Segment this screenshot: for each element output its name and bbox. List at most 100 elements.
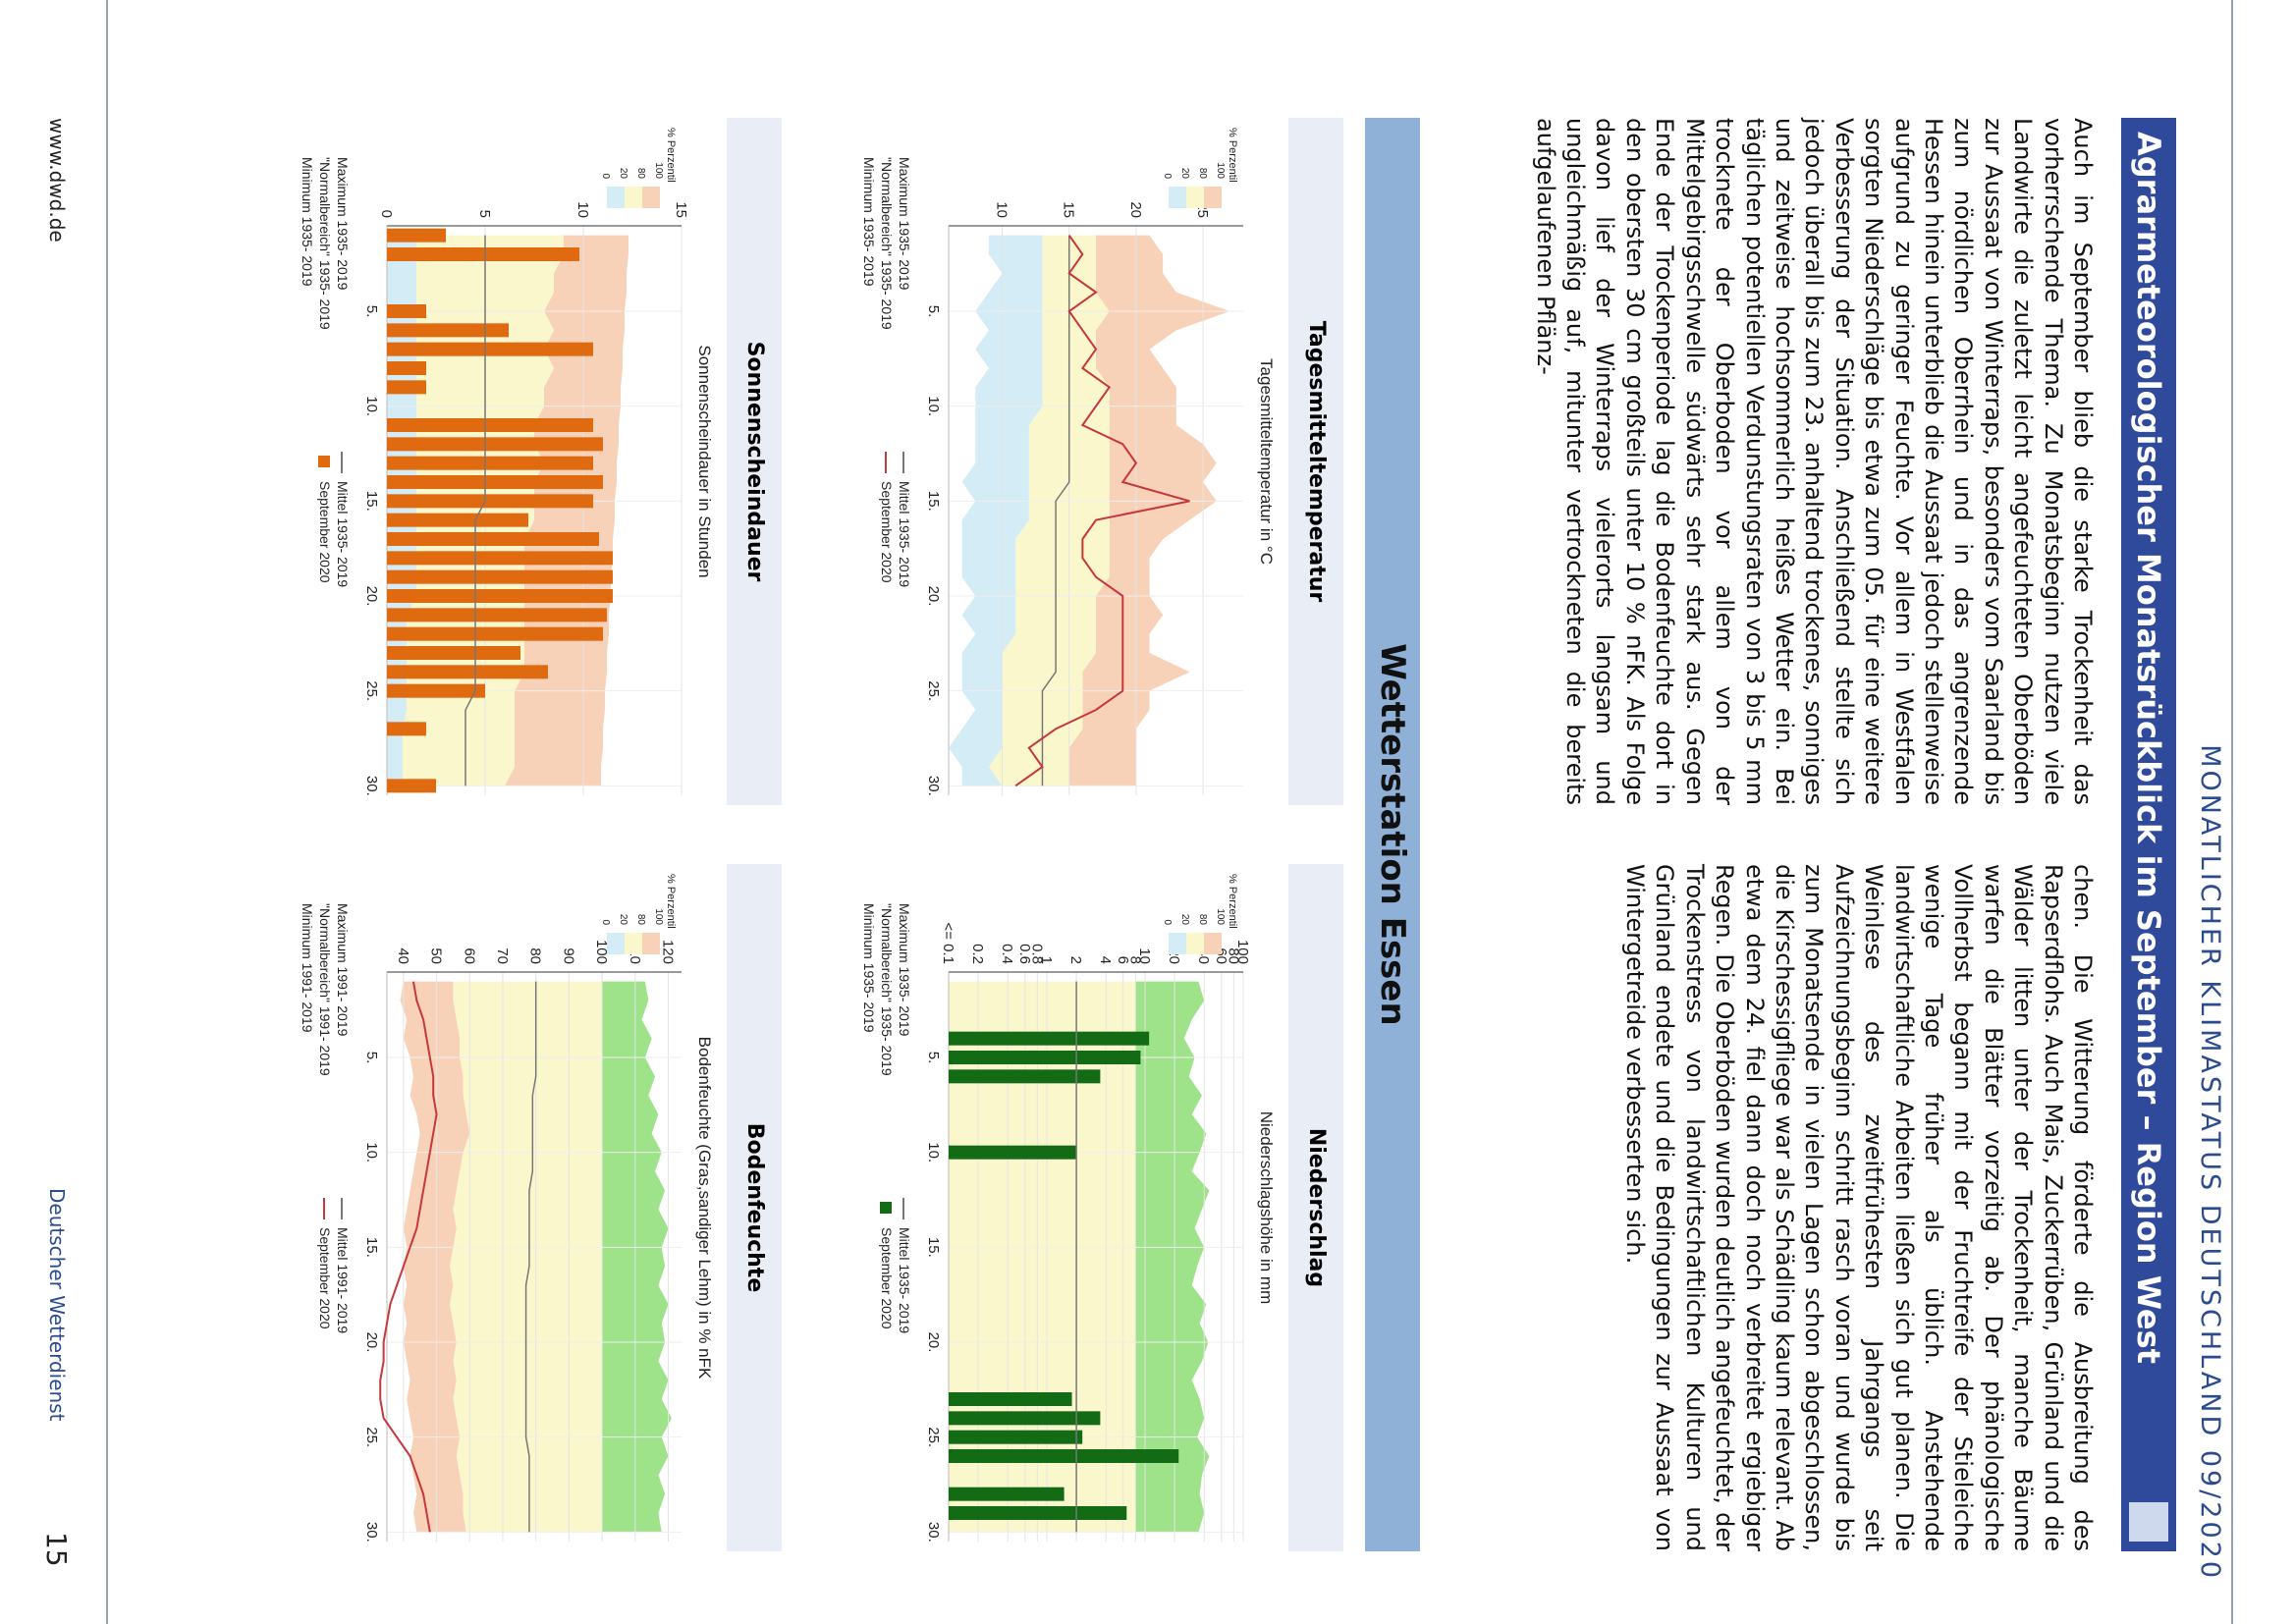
sunshine-bar — [387, 569, 613, 584]
x-tick-label: 25. — [363, 680, 380, 701]
station-title-bar: Wetterstation Essen — [1365, 118, 1420, 1551]
sunshine-bar — [387, 626, 603, 641]
y-tick-label: 6 — [1115, 956, 1131, 964]
section-title: Agrarmeteorologischer Monatsrückblick im… — [2130, 132, 2167, 1364]
percentile-swatch — [625, 933, 642, 954]
percentile-swatch — [1186, 187, 1204, 208]
percentile-tick: 100 — [653, 908, 664, 925]
legend-label: Mittel 1935- 2019 — [897, 481, 912, 587]
y-tick-label: 8 — [1126, 956, 1143, 964]
y-tick-label: 80 — [527, 947, 544, 964]
text-column-1: Auch im September blieb die starke Trock… — [1530, 118, 2098, 805]
precip-bar — [949, 1430, 1083, 1444]
band-maximum — [602, 981, 672, 1533]
x-tick-label: 10. — [925, 1142, 942, 1163]
legend-label: "Normalbereich" 1935- 2019 — [317, 157, 333, 330]
percentile-tick: 100 — [1215, 162, 1226, 179]
sunshine-bar — [387, 513, 528, 527]
sunshine-bar — [387, 532, 599, 546]
bottom-rule — [106, 0, 108, 1624]
percentile-label: % Perzentil — [1227, 874, 1238, 929]
percentile-label: % Perzentil — [665, 874, 677, 929]
x-tick-label: 10. — [363, 1142, 380, 1163]
percentile-label: % Perzentil — [665, 128, 677, 183]
x-tick-label: 20. — [363, 1332, 380, 1353]
legend-label: September 2020 — [317, 1227, 333, 1329]
legend-label: "Normalbereich" 1935- 2019 — [879, 903, 895, 1076]
legend-2020-swatch — [880, 1202, 892, 1214]
percentile-tick: 80 — [1197, 914, 1208, 926]
temperature-chart: Tagesmitteltemperatur in °C10 15 20 255.10.… — [861, 128, 1276, 796]
x-tick-label: 25. — [925, 680, 942, 701]
legend-label: Minimum 1935- 2019 — [861, 157, 877, 287]
band-maximum — [505, 235, 628, 786]
percentile-tick: 20 — [618, 914, 628, 926]
x-tick-label: 25. — [925, 1427, 942, 1447]
x-tick-label: 5. — [925, 1052, 942, 1064]
sept-2020-line — [1014, 235, 1190, 787]
chart-title: Niederschlagshöhe in mm — [1257, 1111, 1276, 1305]
percentile-swatch — [1169, 933, 1186, 954]
sunshine-bar — [387, 342, 593, 356]
percentile-tick: 100 — [1215, 908, 1226, 925]
y-tick-label: 90 — [560, 947, 576, 964]
precip-bar — [949, 1506, 1127, 1520]
legend-label: Maximum 1935- 2019 — [897, 903, 912, 1037]
percentile-swatch — [642, 187, 660, 208]
percentile-label: % Perzentil — [1227, 128, 1238, 183]
percentile-tick: 20 — [1179, 168, 1190, 180]
x-tick-label: 30. — [363, 1522, 380, 1543]
percentile-swatch — [625, 187, 642, 208]
legend-label: September 2020 — [879, 1227, 895, 1329]
sunshine-bar — [387, 722, 426, 736]
mean-line — [464, 235, 486, 786]
y-tick-label: 10 — [1136, 947, 1153, 964]
precip-bar — [949, 1487, 1065, 1501]
sunshine-bar — [387, 494, 593, 509]
legend-2020-swatch — [318, 456, 330, 467]
precip-bar — [949, 1051, 1141, 1064]
sunshine-bar — [387, 551, 613, 566]
legend-label: Mittel 1935- 2019 — [897, 1227, 912, 1333]
sunshine-bar — [387, 418, 593, 432]
x-tick-label: 5. — [363, 305, 380, 318]
sunshine-bar — [387, 304, 426, 318]
band-normal — [988, 235, 1110, 786]
sunshine-bar — [387, 608, 607, 623]
y-tick-label: 0.6 — [1016, 944, 1033, 964]
legend-label: Minimum 1935- 2019 — [861, 903, 877, 1033]
y-tick-label: 120 — [660, 940, 677, 964]
percentile-tick: 0 — [1162, 919, 1173, 925]
band-maximum — [1135, 981, 1210, 1533]
sunshine-bar — [387, 228, 446, 243]
y-tick-label: <= 0.1 — [940, 922, 956, 964]
y-tick-label: 40 — [395, 947, 411, 964]
band-maximum — [1068, 235, 1230, 786]
legend-label: "Normalbereich" 1935- 2019 — [879, 157, 895, 330]
percentile-tick: 80 — [635, 168, 646, 180]
percentile-swatch — [607, 933, 625, 954]
sunshine-bar — [387, 683, 485, 698]
percentile-tick: 80 — [1197, 168, 1208, 180]
precip-bar — [949, 1411, 1101, 1426]
y-tick-label: 100 — [593, 940, 610, 964]
y-tick-label: 80 — [1225, 947, 1241, 964]
x-tick-label: 30. — [925, 776, 942, 796]
legend-label: Minimum 1935- 2019 — [300, 157, 315, 287]
precip-bar — [949, 1069, 1101, 1084]
legend-label: Mittel 1991- 2019 — [335, 1227, 351, 1333]
y-tick-label: 50 — [428, 947, 445, 964]
percentile-tick: 20 — [1179, 914, 1190, 926]
precip-bar — [949, 1031, 1150, 1046]
footer-url[interactable]: www.dwd.de — [45, 118, 69, 243]
sunshine-bar — [387, 589, 613, 603]
mean-line — [1041, 235, 1070, 786]
y-tick-label: 15 — [673, 201, 689, 218]
y-tick-label: 0.2 — [969, 944, 986, 964]
precip-bar — [949, 1392, 1072, 1406]
legend-label: Minimum 1991- 2019 — [300, 903, 315, 1033]
y-tick-label: 0.4 — [999, 944, 1015, 964]
y-tick-label: 0 — [378, 210, 395, 218]
sunshine-bar — [387, 437, 603, 452]
footer-organization: Deutscher Wetterdienst — [45, 1188, 69, 1422]
